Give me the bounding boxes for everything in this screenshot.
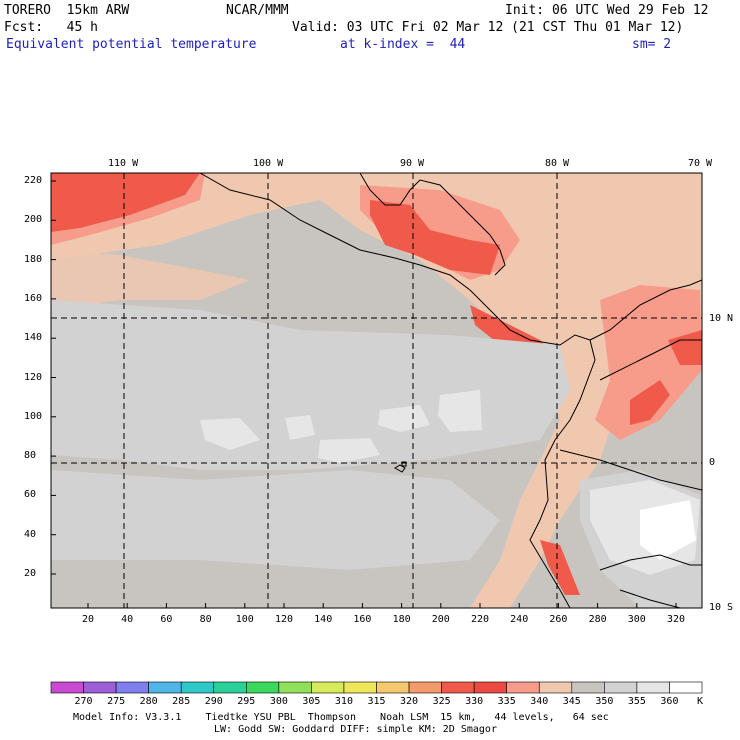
colorbar-swatch	[473, 681, 507, 694]
x-tick-label: 20	[81, 614, 95, 625]
y-tick-label: 100	[24, 410, 43, 422]
smoothing-info: sm= 2	[632, 37, 672, 52]
x-tick-label: 280	[588, 614, 607, 625]
colorbar-swatch	[278, 681, 312, 694]
level-info: at k-index = 44	[340, 37, 466, 52]
colorbar-level-label: 280	[139, 696, 158, 707]
colorbar-level-label: 335	[497, 696, 516, 707]
colorbar-swatch	[408, 681, 442, 694]
colorbar-swatch	[506, 681, 540, 694]
x-tick-label: 160	[353, 614, 372, 625]
y-tick-label: 20	[24, 568, 37, 579]
colorbar-swatch	[343, 681, 377, 694]
x-tick-label: 240	[510, 614, 529, 625]
colorbar-swatch	[50, 681, 84, 694]
y-tick-label: 180	[24, 253, 43, 265]
colorbar-swatch	[376, 681, 410, 694]
colorbar-swatch	[571, 681, 605, 694]
x-tick-label: 200	[431, 614, 450, 625]
colorbar-swatch	[538, 681, 573, 694]
colorbar-swatch	[180, 681, 215, 694]
colorbar-level-label: 320	[400, 696, 419, 707]
colorbar-swatch	[213, 681, 247, 694]
lon-label-70w: 70 W	[688, 158, 713, 169]
valid-time: Valid: 03 UTC Fri 02 Mar 12 (21 CST Thu …	[292, 20, 684, 35]
shaded-field	[51, 173, 702, 608]
colorbar-level-label: 270	[74, 696, 93, 707]
x-tick-label: 40	[121, 614, 134, 625]
colorbar-level-label: 315	[367, 696, 386, 707]
field-name: Equivalent potential temperature	[6, 37, 257, 52]
colorbar-unit: K	[697, 696, 704, 707]
colorbar-level-label: 345	[562, 696, 581, 707]
colorbar-level-label: 330	[465, 696, 484, 707]
y-tick-label: 40	[24, 528, 37, 540]
colorbar-swatch	[148, 681, 182, 694]
colorbar-level-label: 290	[204, 696, 223, 707]
x-tick-label: 60	[160, 614, 173, 625]
x-tick-label: 120	[274, 614, 294, 625]
center-name: NCAR/MMM	[226, 3, 289, 18]
colorbar-swatch	[115, 681, 149, 694]
x-tick-label: 100	[235, 614, 254, 625]
colorbar-level-label: 300	[269, 696, 288, 707]
colorbar-level-label: 325	[432, 696, 451, 707]
colorbar-swatch	[669, 681, 703, 694]
y-tick-label: 160	[24, 292, 43, 304]
colorbar-level-label: 285	[172, 696, 191, 707]
y-tick-label: 220	[24, 175, 43, 186]
lon-label-80w: 80 W	[545, 158, 570, 169]
colorbar-swatch	[604, 681, 638, 694]
lon-label-100w: 100 W	[253, 158, 284, 169]
x-tick-label: 140	[314, 614, 333, 625]
colorbar-swatch	[441, 681, 475, 694]
lon-label-110w: 110 W	[108, 158, 139, 169]
x-tick-label: 180	[392, 614, 411, 625]
colorbar-level-label: 340	[530, 696, 549, 707]
lon-label-90w: 90 W	[400, 158, 425, 169]
physics-info: LW: Godd SW: Goddard DIFF: simple KM: 2D…	[214, 724, 497, 735]
lat-label-equator: 0	[709, 457, 716, 468]
init-time: Init: 06 UTC Wed 29 Feb 12	[505, 3, 709, 18]
colorbar-level-label: 360	[660, 696, 679, 707]
colorbar-swatch	[246, 681, 280, 694]
map-frame	[50, 172, 703, 609]
lat-label-10s: 10 S	[709, 602, 734, 613]
lat-label-10n: 10 N	[709, 313, 734, 324]
colorbar-level-label: 295	[237, 696, 256, 707]
colorbar-level-label: 310	[334, 696, 353, 707]
y-tick-label: 140	[24, 332, 43, 344]
colorbar-swatch	[311, 681, 345, 694]
colorbar-level-label: 350	[595, 696, 614, 707]
x-tick-label: 300	[627, 614, 646, 625]
model-name: TORERO 15km ARW	[4, 3, 130, 18]
forecast-hour: Fcst: 45 h	[4, 20, 98, 35]
colorbar-swatch	[83, 681, 117, 694]
colorbar-level-label: 355	[627, 696, 646, 707]
colorbar-level-label: 275	[107, 696, 126, 707]
x-tick-label: 320	[666, 614, 686, 625]
y-tick-label: 200	[24, 214, 43, 226]
colorbar-swatch	[636, 681, 670, 694]
y-tick-label: 80	[24, 450, 37, 462]
model-info: Model Info: V3.3.1 Tiedtke YSU PBL Thomp…	[73, 712, 609, 723]
x-tick-label: 260	[549, 614, 568, 625]
x-tick-label: 220	[470, 614, 490, 625]
x-tick-label: 80	[199, 614, 212, 625]
y-tick-label: 60	[24, 489, 37, 501]
y-tick-label: 120	[24, 371, 43, 383]
colorbar-level-label: 305	[302, 696, 321, 707]
